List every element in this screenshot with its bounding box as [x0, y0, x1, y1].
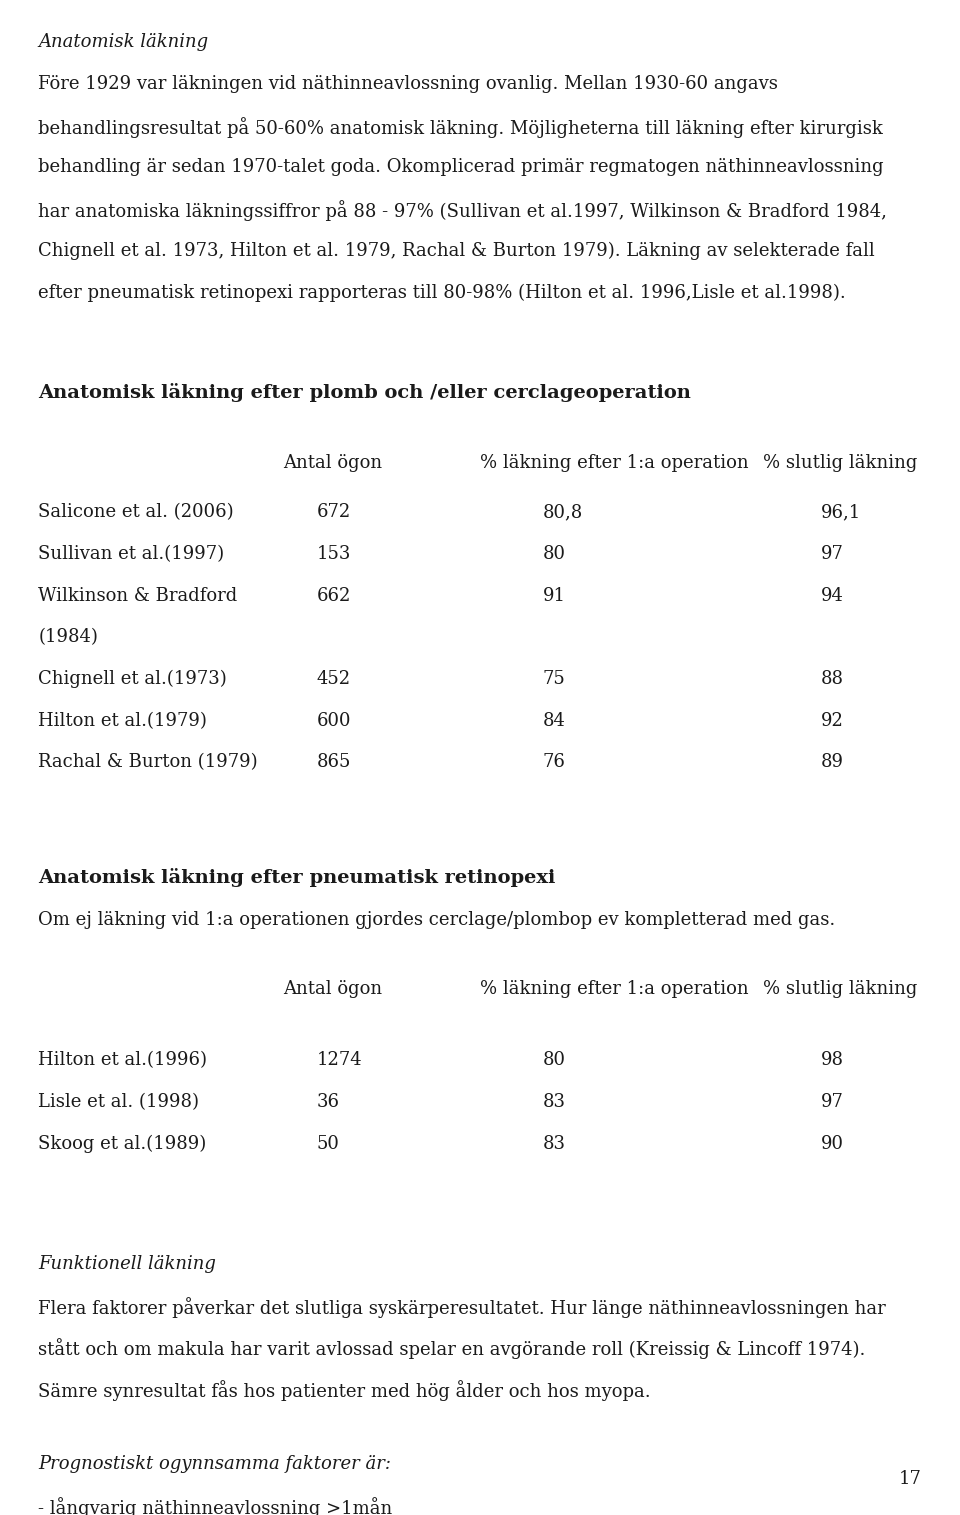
Text: 1274: 1274	[317, 1051, 363, 1070]
Text: % läkning efter 1:a operation: % läkning efter 1:a operation	[480, 980, 749, 998]
Text: Hilton et al.(1996): Hilton et al.(1996)	[38, 1051, 207, 1070]
Text: har anatomiska läkningssiffror på 88 - 97% (Sullivan et al.1997, Wilkinson & Bra: har anatomiska läkningssiffror på 88 - 9…	[38, 200, 887, 221]
Text: Om ej läkning vid 1:a operationen gjordes cerclage/plombop ev kompletterad med g: Om ej läkning vid 1:a operationen gjorde…	[38, 912, 835, 930]
Text: behandling är sedan 1970-talet goda. Okomplicerad primär regmatogen näthinneavlo: behandling är sedan 1970-talet goda. Oko…	[38, 158, 884, 176]
Text: (1984): (1984)	[38, 629, 98, 647]
Text: % slutlig läkning: % slutlig läkning	[763, 980, 918, 998]
Text: 90: 90	[821, 1135, 844, 1153]
Text: Chignell et al. 1973, Hilton et al. 1979, Rachal & Burton 1979). Läkning av sele: Chignell et al. 1973, Hilton et al. 1979…	[38, 241, 876, 261]
Text: 662: 662	[317, 586, 351, 604]
Text: stått och om makula har varit avlossad spelar en avgörande roll (Kreissig & Linc: stått och om makula har varit avlossad s…	[38, 1338, 866, 1359]
Text: 80: 80	[542, 545, 565, 564]
Text: Anatomisk läkning efter plomb och /eller cerclageoperation: Anatomisk läkning efter plomb och /eller…	[38, 382, 691, 401]
Text: 76: 76	[542, 753, 565, 771]
Text: Lisle et al. (1998): Lisle et al. (1998)	[38, 1092, 200, 1110]
Text: Antal ögon: Antal ögon	[283, 980, 382, 998]
Text: Rachal & Burton (1979): Rachal & Burton (1979)	[38, 753, 258, 771]
Text: Sämre synresultat fås hos patienter med hög ålder och hos myopa.: Sämre synresultat fås hos patienter med …	[38, 1380, 651, 1401]
Text: 672: 672	[317, 503, 351, 521]
Text: Chignell et al.(1973): Chignell et al.(1973)	[38, 670, 228, 688]
Text: Skoog et al.(1989): Skoog et al.(1989)	[38, 1135, 206, 1153]
Text: behandlingsresultat på 50-60% anatomisk läkning. Möjligheterna till läkning efte: behandlingsresultat på 50-60% anatomisk …	[38, 117, 883, 138]
Text: - långvarig näthinneavlossning >1mån: - långvarig näthinneavlossning >1mån	[38, 1497, 393, 1515]
Text: 80: 80	[542, 1051, 565, 1070]
Text: 50: 50	[317, 1135, 340, 1153]
Text: 88: 88	[821, 670, 844, 688]
Text: 91: 91	[542, 586, 565, 604]
Text: 97: 97	[821, 545, 844, 564]
Text: 97: 97	[821, 1092, 844, 1110]
Text: Anatomisk läkning: Anatomisk läkning	[38, 33, 208, 52]
Text: 98: 98	[821, 1051, 844, 1070]
Text: Prognostiskt ogynnsamma faktorer är:: Prognostiskt ogynnsamma faktorer är:	[38, 1454, 392, 1473]
Text: 89: 89	[821, 753, 844, 771]
Text: % slutlig läkning: % slutlig läkning	[763, 453, 918, 471]
Text: 75: 75	[542, 670, 565, 688]
Text: 92: 92	[821, 712, 844, 730]
Text: 80,8: 80,8	[542, 503, 583, 521]
Text: 17: 17	[899, 1470, 922, 1488]
Text: 83: 83	[542, 1135, 565, 1153]
Text: 865: 865	[317, 753, 351, 771]
Text: Före 1929 var läkningen vid näthinneavlossning ovanlig. Mellan 1930-60 angavs: Före 1929 var läkningen vid näthinneavlo…	[38, 74, 779, 92]
Text: Salicone et al. (2006): Salicone et al. (2006)	[38, 503, 234, 521]
Text: 94: 94	[821, 586, 844, 604]
Text: 96,1: 96,1	[821, 503, 861, 521]
Text: 452: 452	[317, 670, 351, 688]
Text: Anatomisk läkning efter pneumatisk retinopexi: Anatomisk läkning efter pneumatisk retin…	[38, 868, 556, 886]
Text: Wilkinson & Bradford: Wilkinson & Bradford	[38, 586, 238, 604]
Text: Antal ögon: Antal ögon	[283, 453, 382, 471]
Text: 600: 600	[317, 712, 351, 730]
Text: % läkning efter 1:a operation: % läkning efter 1:a operation	[480, 453, 749, 471]
Text: Hilton et al.(1979): Hilton et al.(1979)	[38, 712, 207, 730]
Text: 153: 153	[317, 545, 351, 564]
Text: 84: 84	[542, 712, 565, 730]
Text: Sullivan et al.(1997): Sullivan et al.(1997)	[38, 545, 225, 564]
Text: 83: 83	[542, 1092, 565, 1110]
Text: 36: 36	[317, 1092, 340, 1110]
Text: Funktionell läkning: Funktionell läkning	[38, 1254, 216, 1273]
Text: efter pneumatisk retinopexi rapporteras till 80-98% (Hilton et al. 1996,Lisle et: efter pneumatisk retinopexi rapporteras …	[38, 283, 846, 301]
Text: Flera faktorer påverkar det slutliga syskärperesultatet. Hur länge näthinneavlos: Flera faktorer påverkar det slutliga sys…	[38, 1297, 886, 1318]
